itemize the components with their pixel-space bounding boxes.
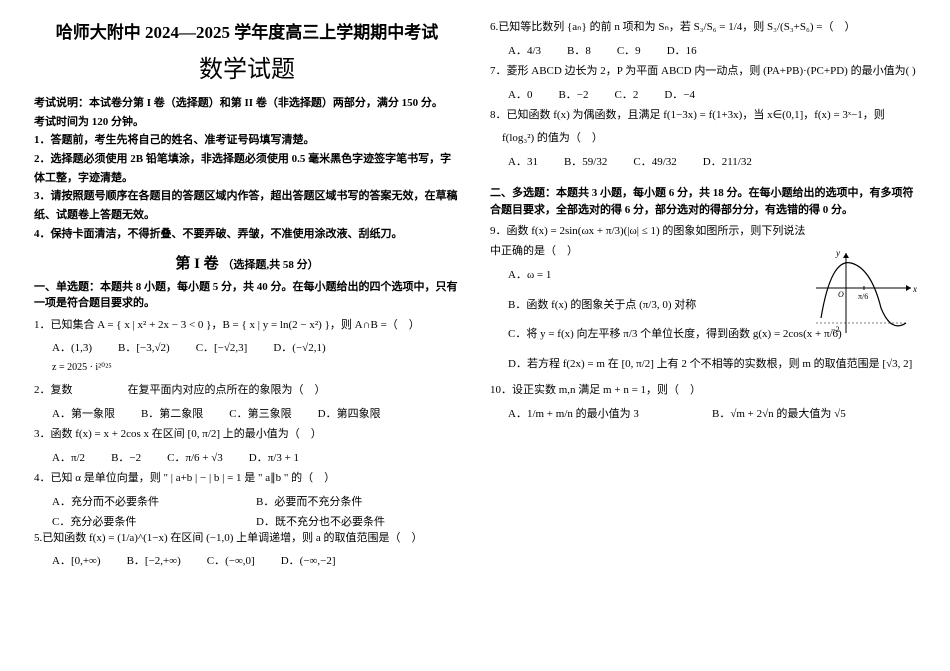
q2-A: A．第一象限 bbox=[52, 405, 115, 421]
q5-D: D．(−∞,−2] bbox=[281, 552, 336, 568]
q2-opts: A．第一象限 B．第二象限 C．第三象限 D．第四象限 bbox=[34, 405, 460, 421]
q1-D: D．(−√2,1) bbox=[273, 339, 325, 355]
exam-title: 哈师大附中 2024—2025 学年度高三上学期期中考试 bbox=[34, 18, 460, 43]
q8-opts: A．31 B．59/32 C．49/32 D．211/32 bbox=[490, 153, 916, 169]
q7-D: D．−4 bbox=[664, 86, 695, 102]
q4-D: D．既不充分也不必要条件 bbox=[256, 513, 460, 529]
q6-opts: A．4/3 B．8 C．9 D．16 bbox=[490, 42, 916, 58]
part1-title: 第 I 卷 bbox=[175, 256, 218, 272]
q7: 7．菱形 ABCD 边长为 2，P 为平面 ABCD 内一动点，则 (PA+PB… bbox=[490, 62, 916, 82]
instr-line: 考试说明：本试卷分第 I 卷（选择题）和第 II 卷（非选择题）两部分，满分 1… bbox=[34, 94, 460, 113]
q4-C: C．充分必要条件 bbox=[52, 513, 256, 529]
q10: 10．设正实数 m,n 满足 m + n = 1，则（ ） bbox=[490, 381, 916, 401]
q8b: f(log₃²) 的值为（ ） bbox=[490, 129, 916, 149]
q4-opts: A．充分而不必要条件 B．必要而不充分条件 C．充分必要条件 D．既不充分也不必… bbox=[34, 493, 460, 529]
q5-B: B．[−2,+∞) bbox=[127, 552, 181, 568]
q5: 5.已知函数 f(x) = (1/a)^(1−x) 在区间 (−1,0) 上单调… bbox=[34, 529, 460, 549]
q3-opts: A．π/2 B．−2 C．π/6 + √3 D．π/3 + 1 bbox=[34, 449, 460, 465]
q3-D: D．π/3 + 1 bbox=[249, 449, 299, 465]
q6-C: C．9 bbox=[617, 42, 641, 58]
sine-graph: x y O −2 π/6 bbox=[816, 248, 916, 338]
q1-opts: A．(1,3) B．[−3,√2) C．[−√2,3] D．(−√2,1) bbox=[34, 339, 460, 355]
q8a: 8．已知函数 f(x) 为偶函数，且满足 f(1−3x) = f(1+3x)，当… bbox=[490, 106, 916, 126]
q1-C: C．[−√2,3] bbox=[196, 339, 248, 355]
q3-C: C．π/6 + √3 bbox=[167, 449, 223, 465]
qtype-single: 一、单选题：本题共 8 小题，每小题 5 分，共 40 分。在每小题给出的四个选… bbox=[34, 279, 460, 312]
svg-text:O: O bbox=[838, 290, 844, 299]
q2-B: B．第二象限 bbox=[141, 405, 203, 421]
part1-head: 第 I 卷 （选择题,共 58 分） bbox=[34, 252, 460, 273]
q8-B: B．59/32 bbox=[564, 153, 607, 169]
q3-A: A．π/2 bbox=[52, 449, 85, 465]
q8-A: A．31 bbox=[508, 153, 538, 169]
q5-opts: A．[0,+∞) B．[−2,+∞) C．(−∞,0] D．(−∞,−2] bbox=[34, 552, 460, 568]
instructions: 考试说明：本试卷分第 I 卷（选择题）和第 II 卷（非选择题）两部分，满分 1… bbox=[34, 94, 460, 244]
q10-A: A．1/m + m/n 的最小值为 3 bbox=[508, 405, 712, 421]
q3-B: B．−2 bbox=[111, 449, 141, 465]
q4: 4．已知 α 是单位向量，则 " | a+b | − | b | = 1 是 "… bbox=[34, 469, 460, 489]
q10-opts: A．1/m + m/n 的最小值为 3 B．√m + 2√n 的最大值为 √5 bbox=[490, 405, 916, 421]
q4-B: B．必要而不充分条件 bbox=[256, 493, 460, 509]
q2-C: C．第三象限 bbox=[229, 405, 291, 421]
q7-opts: A．0 B．−2 C．2 D．−4 bbox=[490, 86, 916, 102]
q4-A: A．充分而不必要条件 bbox=[52, 493, 256, 509]
q7-B: B．−2 bbox=[558, 86, 588, 102]
q8-C: C．49/32 bbox=[633, 153, 676, 169]
part1-sub: （选择题,共 58 分） bbox=[222, 259, 318, 271]
q7-C: C．2 bbox=[615, 86, 639, 102]
svg-text:−2: −2 bbox=[831, 325, 840, 334]
q7-A: A．0 bbox=[508, 86, 532, 102]
q6-D: D．16 bbox=[667, 42, 697, 58]
svg-text:x: x bbox=[912, 284, 917, 294]
q5-C: C．(−∞,0] bbox=[207, 552, 255, 568]
q5-A: A．[0,+∞) bbox=[52, 552, 101, 568]
q1: 1．已知集合 A = { x | x² + 2x − 3 < 0 }，B = {… bbox=[34, 316, 460, 336]
q8-D: D．211/32 bbox=[703, 153, 752, 169]
subject-title: 数学试题 bbox=[34, 49, 460, 84]
q3: 3．函数 f(x) = x + 2cos x 在区间 [0, π/2] 上的最小… bbox=[34, 425, 460, 445]
qtype-multi: 二、多选题：本题共 3 小题，每小题 6 分，共 18 分。在每小题给出的选项中… bbox=[490, 185, 916, 218]
q1-B: B．[−3,√2) bbox=[118, 339, 170, 355]
svg-text:y: y bbox=[835, 248, 840, 258]
instr-line: 4．保持卡面清洁，不得折叠、不要弄破、弄皱，不准使用涂改液、刮纸刀。 bbox=[34, 225, 460, 244]
svg-text:π/6: π/6 bbox=[858, 292, 868, 301]
q2-D: D．第四象限 bbox=[318, 405, 381, 421]
q9: 9．函数 f(x) = 2sin(ωx + π/3)(|ω| ≤ 1) 的图象如… bbox=[490, 222, 810, 262]
instr-line: 3．请按照题号顺序在各题目的答题区域内作答，超出答题区域书写的答案无效，在草稿纸… bbox=[34, 187, 460, 224]
q2-pre: z = 2025 · i²⁰²⁵ bbox=[34, 359, 460, 377]
instr-line: 2．选择题必须使用 2B 铅笔填涂，非选择题必须使用 0.5 毫米黑色字迹签字笔… bbox=[34, 150, 460, 187]
q6-B: B．8 bbox=[567, 42, 591, 58]
instr-line: 考试时间为 120 分钟。 bbox=[34, 113, 460, 132]
q2: 2．复数 在复平面内对应的点所在的象限为（ ） bbox=[34, 381, 460, 401]
instr-line: 1．答题前，考生先将自己的姓名、准考证号码填写清楚。 bbox=[34, 131, 460, 150]
q9-D: D．若方程 f(2x) = m 在 [0, π/2] 上有 2 个不相等的实数根… bbox=[490, 355, 916, 375]
q6: 6.已知等比数列 {aₙ} 的前 n 项和为 Sₙ，若 S₃/S₆ = 1/4，… bbox=[490, 18, 916, 38]
q6-A: A．4/3 bbox=[508, 42, 541, 58]
q10-B: B．√m + 2√n 的最大值为 √5 bbox=[712, 405, 916, 421]
q1-A: A．(1,3) bbox=[52, 339, 92, 355]
